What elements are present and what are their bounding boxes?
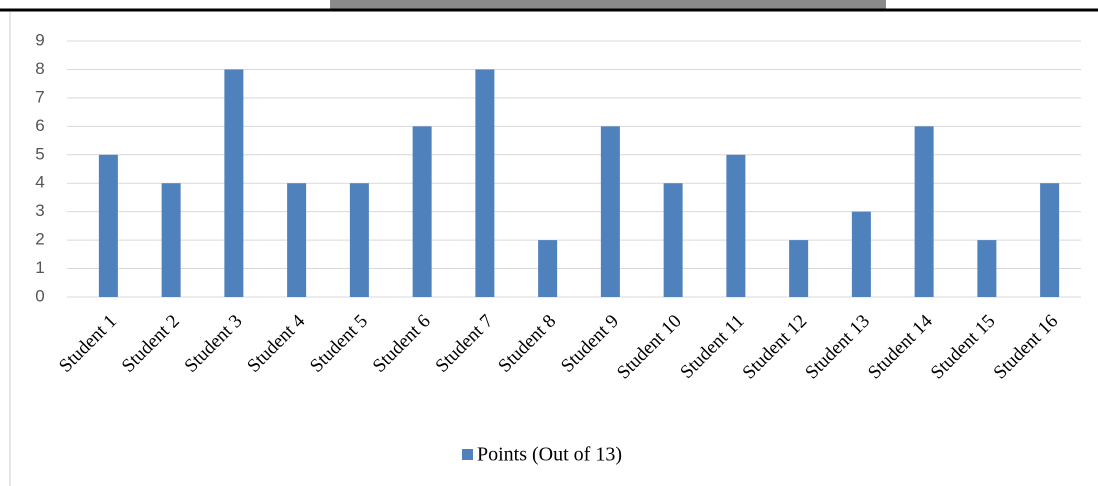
y-tick-label: 7 <box>35 87 44 106</box>
bar <box>851 211 871 297</box>
bar <box>789 240 809 297</box>
y-tick-label: 1 <box>35 258 44 277</box>
y-tick-label: 0 <box>35 286 44 305</box>
bar <box>161 183 181 297</box>
y-tick-label: 6 <box>35 116 44 135</box>
bar <box>412 126 432 297</box>
y-tick-label: 9 <box>35 30 44 49</box>
bar <box>1040 183 1060 297</box>
bar <box>287 183 307 297</box>
legend-swatch <box>462 449 473 460</box>
bar <box>914 126 934 297</box>
bar <box>663 183 683 297</box>
bar <box>977 240 997 297</box>
y-tick-label: 4 <box>35 173 44 192</box>
bar <box>600 126 620 297</box>
y-tick-label: 5 <box>35 144 44 163</box>
header-image <box>330 0 886 11</box>
bar <box>224 69 244 297</box>
bar <box>98 154 118 297</box>
bar <box>538 240 558 297</box>
bar <box>475 69 495 297</box>
bar <box>726 154 746 297</box>
y-tick-label: 3 <box>35 201 44 220</box>
legend-label: Points (Out of 13) <box>477 444 622 466</box>
bar <box>349 183 369 297</box>
y-tick-label: 8 <box>35 59 44 78</box>
y-tick-label: 2 <box>35 230 44 249</box>
